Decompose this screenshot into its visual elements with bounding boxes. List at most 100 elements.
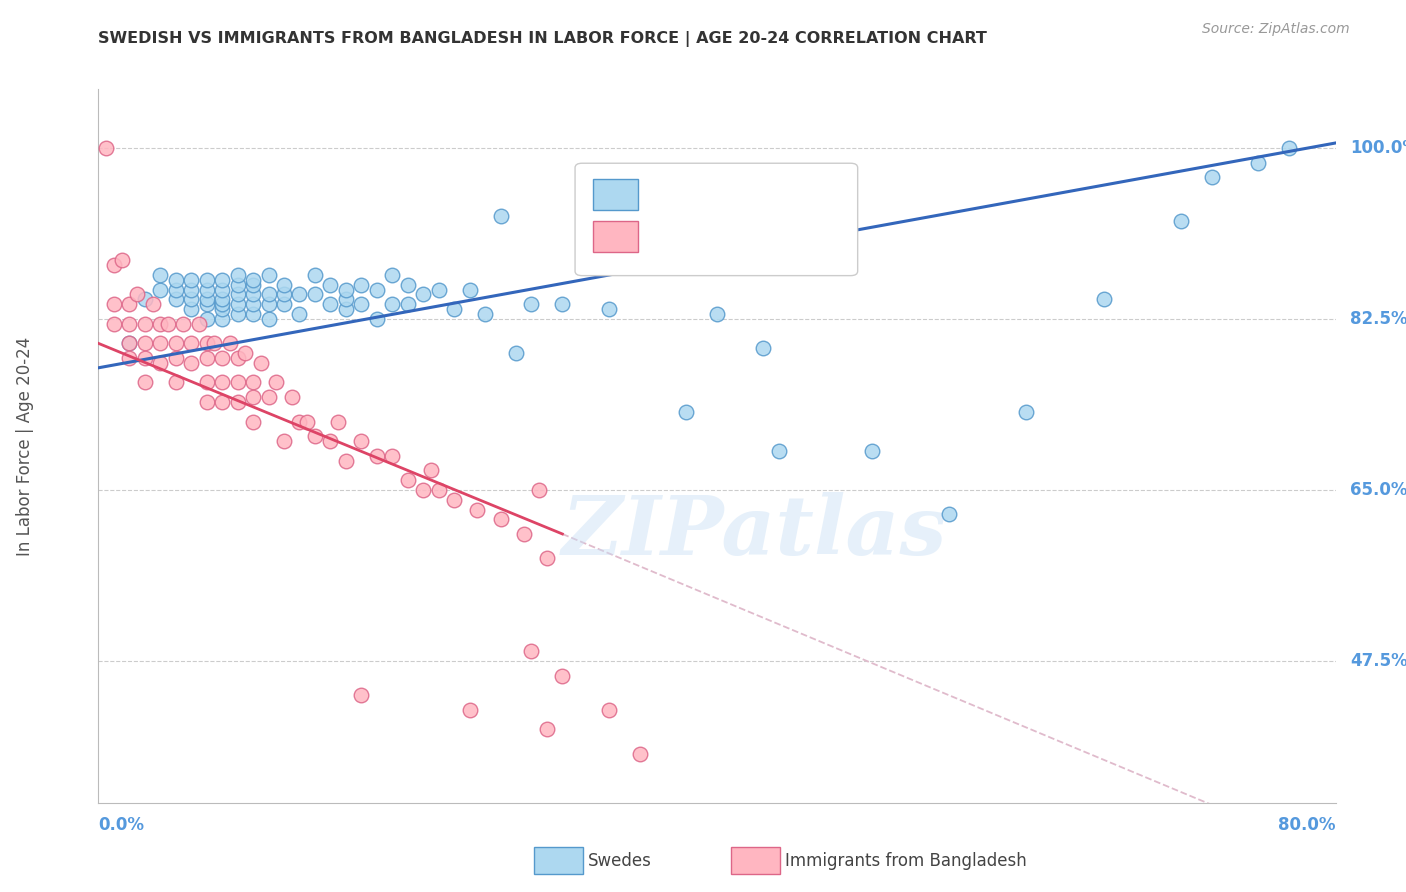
Point	[350, 277, 373, 292]
Point	[165, 273, 187, 287]
Point	[326, 415, 350, 429]
Point	[536, 723, 558, 737]
Point	[180, 302, 202, 317]
Point	[242, 277, 264, 292]
Point	[273, 287, 295, 301]
Point	[458, 703, 481, 717]
Point	[297, 415, 319, 429]
Point	[350, 434, 373, 449]
Point	[520, 297, 543, 311]
Point	[242, 390, 264, 404]
Point	[180, 336, 202, 351]
Point	[211, 297, 233, 311]
Point	[474, 307, 496, 321]
Point	[226, 287, 249, 301]
Point	[366, 312, 388, 326]
Point	[211, 312, 233, 326]
Point	[335, 283, 357, 297]
Point	[304, 268, 326, 282]
Point	[551, 297, 574, 311]
Point	[233, 346, 257, 360]
Point	[304, 287, 326, 301]
Point	[204, 336, 226, 351]
Text: 80.0%: 80.0%	[1278, 816, 1336, 834]
Text: Immigrants from Bangladesh: Immigrants from Bangladesh	[785, 852, 1026, 870]
Point	[165, 293, 187, 307]
Point	[427, 483, 450, 497]
Point	[319, 297, 342, 311]
Point	[226, 268, 249, 282]
Point	[195, 395, 218, 409]
Point	[458, 283, 481, 297]
Point	[118, 336, 141, 351]
Point	[536, 551, 558, 566]
Point	[752, 341, 775, 355]
Point	[149, 336, 172, 351]
Point	[467, 502, 489, 516]
Point	[242, 307, 264, 321]
Point	[211, 283, 233, 297]
Text: In Labor Force | Age 20-24: In Labor Force | Age 20-24	[17, 336, 34, 556]
Point	[257, 287, 280, 301]
Point	[257, 268, 280, 282]
Point	[628, 747, 651, 761]
Point	[127, 287, 149, 301]
Point	[219, 336, 242, 351]
Point	[396, 473, 419, 487]
Point	[598, 703, 620, 717]
Point	[288, 307, 311, 321]
Point	[1201, 170, 1223, 185]
Text: 47.5%: 47.5%	[1350, 652, 1406, 670]
Point	[134, 317, 156, 331]
Point	[134, 293, 156, 307]
Point	[211, 351, 233, 365]
Point	[335, 302, 357, 317]
Point	[520, 644, 543, 658]
Point	[264, 376, 288, 390]
Point	[257, 297, 280, 311]
Point	[505, 346, 527, 360]
Point	[195, 312, 218, 326]
Point	[134, 336, 156, 351]
Point	[489, 512, 512, 526]
Point	[226, 297, 249, 311]
Point	[165, 283, 187, 297]
Point	[257, 312, 280, 326]
Point	[281, 390, 304, 404]
Point	[443, 492, 465, 507]
Point	[427, 283, 450, 297]
Point	[366, 283, 388, 297]
Point	[860, 443, 883, 458]
Point	[273, 434, 295, 449]
Point	[118, 336, 141, 351]
Point	[273, 277, 295, 292]
Point	[226, 376, 249, 390]
Text: R =  0.550   N = 79: R = 0.550 N = 79	[650, 186, 825, 203]
Point	[195, 336, 218, 351]
Point	[134, 376, 156, 390]
Point	[195, 376, 218, 390]
Point	[195, 293, 218, 307]
Point	[551, 669, 574, 683]
Point	[1278, 141, 1301, 155]
Point	[141, 297, 165, 311]
Point	[335, 453, 357, 467]
Point	[319, 277, 342, 292]
Text: Swedes: Swedes	[588, 852, 651, 870]
Point	[242, 376, 264, 390]
Point	[149, 268, 172, 282]
Point	[250, 356, 273, 370]
Point	[118, 297, 141, 311]
Point	[211, 293, 233, 307]
Point	[165, 376, 187, 390]
Point	[381, 297, 404, 311]
Text: Source: ZipAtlas.com: Source: ZipAtlas.com	[1202, 22, 1350, 37]
Point	[1170, 214, 1192, 228]
Point	[412, 483, 434, 497]
Point	[149, 283, 172, 297]
Point	[226, 395, 249, 409]
Point	[1015, 405, 1038, 419]
Point	[180, 293, 202, 307]
Point	[288, 287, 311, 301]
Point	[134, 351, 156, 365]
